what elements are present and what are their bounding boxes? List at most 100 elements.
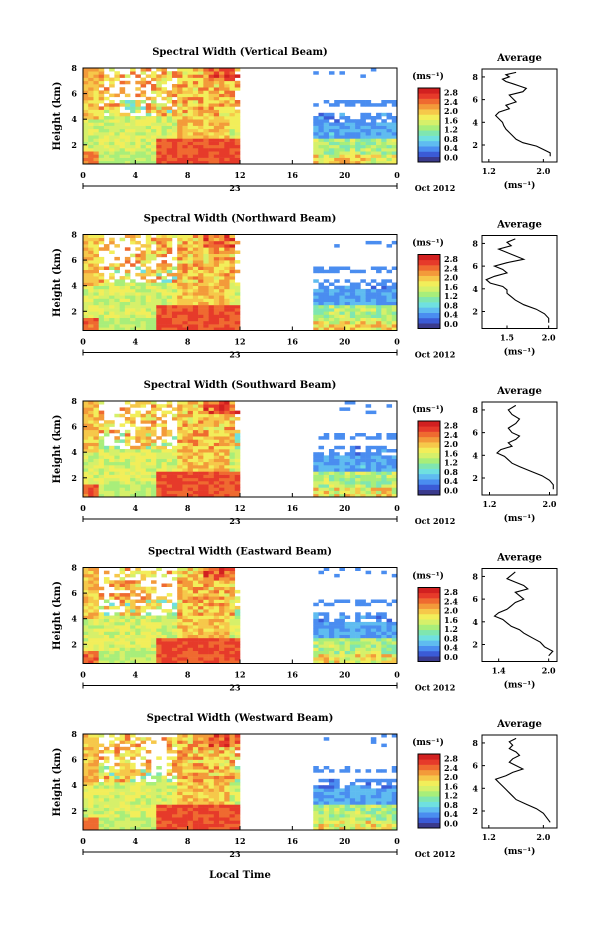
colorbar-swatch bbox=[418, 796, 440, 802]
colorbar-swatch bbox=[418, 759, 440, 765]
colorbar-swatch bbox=[418, 656, 440, 662]
avg-y-tick-label: 4 bbox=[472, 450, 478, 460]
colorbar-swatch bbox=[418, 754, 440, 760]
colorbar-swatch bbox=[418, 426, 440, 432]
panel-2: Spectral Width (Southward Beam) 2 4 6 8 Heigh… bbox=[52, 380, 558, 526]
avg-y-tick-label: 6 bbox=[472, 261, 478, 271]
avg-x-tick-label: 1.2 bbox=[483, 499, 497, 509]
panel-title: Spectral Width (Vertical Beam) bbox=[152, 47, 328, 58]
avg-title: Average bbox=[496, 553, 542, 564]
avg-frame bbox=[481, 68, 558, 163]
colorbar-tick-label: 1.6 bbox=[444, 448, 458, 458]
x-tick-label: 12 bbox=[234, 503, 245, 513]
y-tick-label: 8 bbox=[71, 563, 77, 573]
colorbar-swatch bbox=[418, 801, 440, 808]
colorbar-swatch bbox=[418, 764, 440, 771]
day-label: 23 bbox=[229, 350, 241, 360]
colorbar-swatch bbox=[418, 635, 440, 641]
avg-y-tick-label: 8 bbox=[472, 405, 478, 415]
heatmap-cells bbox=[83, 234, 398, 331]
colorbar-tick-label: 1.2 bbox=[444, 791, 458, 801]
colorbar-swatch bbox=[418, 259, 440, 266]
colorbar-swatch bbox=[418, 650, 440, 657]
panel-1: Spectral Width (Northward Beam) 2 4 6 8 Heigh… bbox=[52, 214, 558, 360]
x-tick-label: 20 bbox=[339, 670, 351, 680]
day-label: 23 bbox=[229, 683, 241, 693]
colorbar-tick-label: 1.6 bbox=[444, 615, 458, 625]
x-axis-label: Local Time bbox=[209, 870, 271, 881]
x-tick-label: 8 bbox=[185, 170, 191, 180]
colorbar-swatch bbox=[418, 645, 440, 652]
y-tick-label: 6 bbox=[71, 255, 77, 265]
y-tick-label: 2 bbox=[71, 306, 77, 316]
x-tick-label: 0 bbox=[394, 670, 400, 680]
x-tick-label: 16 bbox=[287, 337, 299, 347]
colorbar bbox=[417, 254, 441, 329]
colorbar-tick-label: 2.0 bbox=[444, 772, 458, 782]
colorbar-tick-label: 0.0 bbox=[444, 152, 458, 162]
colorbar-tick-label: 0.4 bbox=[444, 809, 458, 819]
avg-title: Average bbox=[496, 386, 542, 397]
x-tick-label: 0 bbox=[80, 670, 86, 680]
colorbar-tick-label: 0.0 bbox=[444, 818, 458, 828]
colorbar-swatch bbox=[418, 98, 440, 105]
y-tick-label: 8 bbox=[71, 63, 77, 73]
colorbar-tick-label: 0.8 bbox=[444, 134, 458, 144]
x-tick-label: 8 bbox=[185, 836, 191, 846]
avg-x-tick-label: 2.0 bbox=[542, 333, 556, 343]
y-tick-label: 2 bbox=[71, 473, 77, 483]
x-tick-label: 0 bbox=[394, 170, 400, 180]
colorbar-swatch bbox=[418, 442, 440, 448]
avg-x-tick-label: 1.4 bbox=[492, 666, 506, 676]
colorbar-tick-label: 2.8 bbox=[444, 421, 458, 431]
colorbar-swatch bbox=[418, 613, 440, 620]
avg-profile-line bbox=[485, 238, 550, 323]
colorbar-swatch bbox=[418, 791, 440, 797]
colorbar bbox=[417, 87, 441, 163]
y-tick-label: 6 bbox=[71, 89, 77, 99]
colorbar-tick-label: 1.6 bbox=[444, 781, 458, 791]
colorbar-tick-label: 0.8 bbox=[444, 467, 458, 477]
colorbar-tick-label: 1.2 bbox=[444, 624, 458, 634]
avg-y-tick-label: 4 bbox=[472, 117, 478, 127]
day-label: 23 bbox=[229, 849, 241, 859]
colorbar-tick-label: 2.0 bbox=[444, 106, 458, 116]
colorbar-frame bbox=[417, 753, 441, 829]
colorbar-tick-label: 2.4 bbox=[444, 763, 458, 773]
colorbar-swatch bbox=[418, 275, 440, 282]
avg-x-label: (ms⁻¹) bbox=[504, 347, 536, 358]
avg-frame bbox=[481, 401, 558, 496]
colorbar-swatch bbox=[418, 156, 440, 163]
colorbar-swatch bbox=[418, 93, 440, 99]
avg-y-tick-label: 4 bbox=[472, 284, 478, 294]
x-tick-label: 12 bbox=[234, 836, 245, 846]
colorbar-swatch bbox=[418, 265, 440, 271]
colorbar-tick-label: 0.0 bbox=[444, 485, 458, 495]
colorbar-swatch bbox=[418, 608, 440, 615]
avg-profile-line bbox=[496, 404, 554, 490]
avg-y-tick-label: 2 bbox=[472, 639, 478, 649]
avg-x-tick-label: 2.0 bbox=[536, 166, 550, 176]
y-axis-label: Height (km) bbox=[52, 248, 63, 317]
avg-title: Average bbox=[496, 53, 542, 64]
colorbar-swatch bbox=[418, 312, 440, 319]
x-tick-label: 20 bbox=[339, 503, 351, 513]
x-tick-label: 0 bbox=[394, 503, 400, 513]
colorbar-swatch bbox=[418, 280, 440, 287]
colorbar-swatch bbox=[418, 296, 440, 303]
colorbar bbox=[417, 420, 441, 496]
colorbar-swatch bbox=[418, 473, 440, 480]
x-tick-label: 4 bbox=[133, 836, 139, 846]
colorbar-swatch bbox=[418, 780, 440, 787]
colorbar-swatch bbox=[418, 103, 440, 110]
colorbar-swatch bbox=[418, 629, 440, 636]
avg-title: Average bbox=[496, 719, 542, 730]
day-label: 23 bbox=[229, 516, 241, 526]
colorbar-frame bbox=[417, 420, 441, 496]
colorbar-tick-label: 2.8 bbox=[444, 254, 458, 264]
heatmap-cells bbox=[83, 68, 398, 165]
panel-title: Spectral Width (Northward Beam) bbox=[144, 214, 337, 225]
avg-y-tick-label: 6 bbox=[472, 95, 478, 105]
colorbar-swatch bbox=[418, 140, 440, 147]
